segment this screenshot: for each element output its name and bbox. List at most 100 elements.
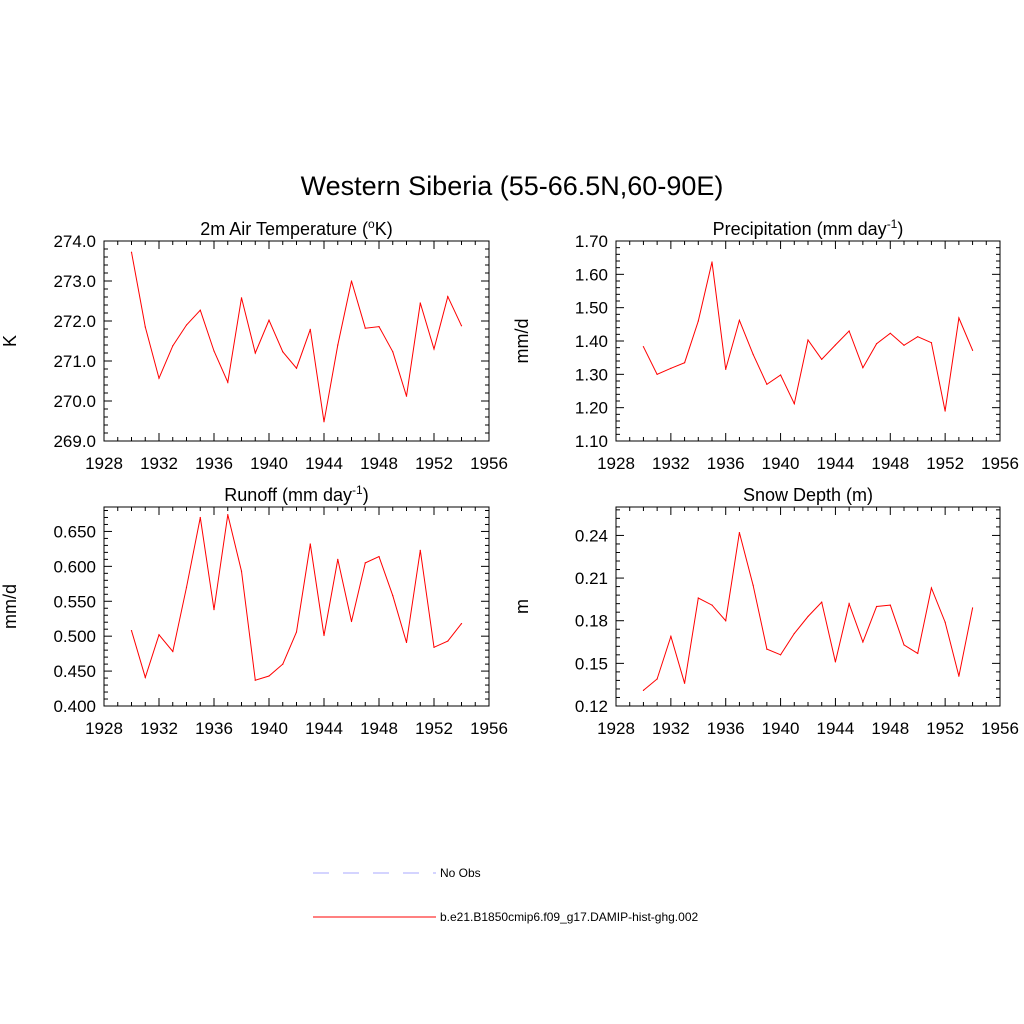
data-point (779, 654, 782, 656)
data-point (227, 514, 229, 516)
data-point (364, 562, 366, 564)
data-point (807, 615, 809, 618)
y-tick-label: 1.50 (575, 299, 608, 318)
y-tick-label: 1.70 (575, 232, 608, 251)
data-point (642, 346, 645, 348)
data-point (971, 607, 974, 609)
x-tick-label: 1944 (305, 719, 343, 738)
x-tick-label: 1928 (597, 454, 635, 473)
data-point (930, 587, 933, 589)
data-point (268, 319, 270, 321)
y-tick-label: 1.40 (575, 332, 608, 351)
data-point (460, 623, 463, 625)
plot-frame (615, 506, 1001, 707)
data-point (447, 640, 449, 642)
data-point (309, 328, 311, 330)
x-tick-label: 1956 (470, 454, 508, 473)
x-tick-label: 1944 (817, 719, 855, 738)
data-point (337, 344, 339, 346)
data-point (738, 319, 741, 321)
data-point (378, 326, 380, 328)
x-tick-label: 1940 (762, 454, 800, 473)
legend-label: No Obs (440, 866, 481, 880)
y-tick-label: 1.60 (575, 265, 608, 284)
x-tick-label: 1932 (140, 454, 178, 473)
data-point (656, 678, 658, 680)
x-tick-label: 1940 (250, 454, 288, 473)
data-point (656, 373, 658, 375)
y-tick-label: 270.0 (53, 392, 96, 411)
data-point (766, 648, 768, 650)
x-tick-label: 1952 (926, 719, 964, 738)
data-point (971, 349, 974, 351)
data-point (958, 675, 960, 677)
data-point (670, 367, 672, 369)
data-point (834, 661, 837, 663)
data-point (862, 641, 864, 643)
y-axis-label: m (512, 599, 532, 614)
data-point (834, 344, 837, 346)
data-point (711, 604, 713, 606)
data-point (254, 679, 256, 681)
data-point (227, 381, 229, 383)
data-point (405, 395, 408, 397)
data-point (725, 620, 727, 622)
panel-title: Snow Depth (m) (743, 485, 873, 505)
x-tick-label: 1956 (981, 454, 1019, 473)
data-point (889, 604, 891, 606)
data-point (917, 336, 919, 338)
data-point (793, 632, 795, 635)
data-point (350, 620, 353, 623)
x-tick-label: 1936 (707, 719, 745, 738)
series-line (131, 252, 462, 422)
data-point (185, 324, 188, 326)
data-point (199, 516, 201, 519)
x-tick-label: 1936 (707, 454, 745, 473)
y-tick-label: 0.450 (53, 662, 96, 681)
y-axis-label: mm/d (0, 584, 20, 629)
legend-item: b.e21.B1850cmip6.f09_g17.DAMIP-hist-ghg.… (313, 910, 698, 924)
data-point (158, 634, 160, 636)
data-point (752, 584, 754, 586)
panel-title: Runoff (mm day-1) (224, 483, 368, 505)
data-point (309, 543, 311, 545)
data-point (447, 296, 449, 298)
data-point (697, 320, 699, 322)
data-point (144, 676, 146, 678)
data-point (185, 586, 188, 588)
data-point (364, 327, 366, 329)
x-tick-label: 1948 (871, 454, 909, 473)
data-point (903, 344, 905, 346)
data-point (419, 302, 421, 304)
y-tick-label: 0.15 (575, 654, 608, 673)
data-point (268, 675, 270, 677)
series-line (642, 261, 974, 412)
data-point (172, 345, 174, 347)
data-point (821, 358, 823, 360)
data-point (144, 326, 146, 328)
x-tick-label: 1956 (470, 719, 508, 738)
data-point (460, 325, 463, 327)
data-point (958, 317, 960, 319)
x-tick-label: 1948 (871, 719, 909, 738)
data-point (130, 251, 133, 253)
data-point (337, 558, 339, 560)
x-tick-label: 1928 (597, 719, 635, 738)
data-point (738, 531, 741, 534)
y-tick-label: 1.30 (575, 365, 608, 384)
data-point (295, 631, 298, 633)
data-point (240, 297, 243, 299)
panel-3: Runoff (mm day-1) mm/d 1928 1932 1936 1940 194… (0, 483, 508, 738)
data-point (807, 339, 809, 341)
data-point (213, 350, 215, 352)
data-point (295, 367, 298, 369)
y-tick-label: 1.20 (575, 399, 608, 418)
data-point (930, 342, 933, 344)
data-point (766, 383, 768, 385)
panel-2: Precipitation (mm day-1) mm/d 1928 1932 1936… (512, 217, 1019, 473)
x-tick-label: 1936 (195, 719, 233, 738)
data-point (903, 644, 905, 646)
y-tick-label: 0.21 (575, 569, 608, 588)
data-point (848, 603, 850, 605)
data-point (199, 309, 201, 311)
